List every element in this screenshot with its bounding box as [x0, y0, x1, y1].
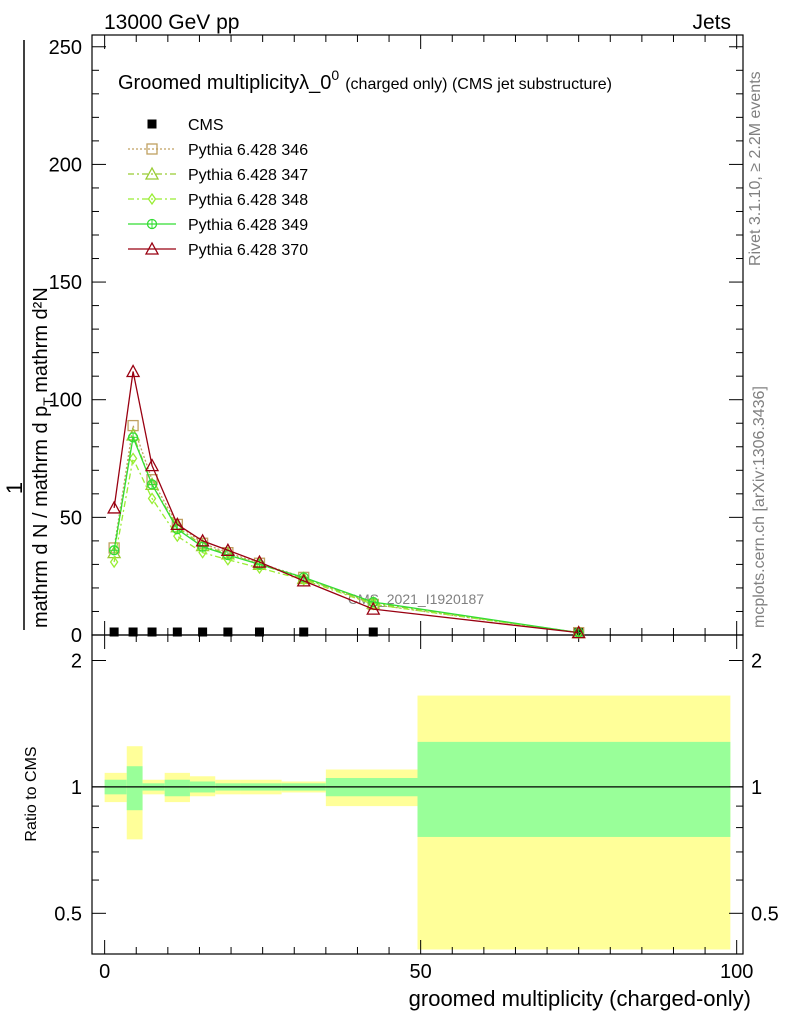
series-pythia-6-428-370-point [252, 554, 267, 568]
legend-pythia-6-428-348-label: Pythia 6.428 348 [188, 192, 308, 209]
series-pythia-6-428-348-line [113, 456, 579, 634]
ratio-band-green [126, 766, 143, 811]
header-right: Jets [692, 11, 731, 34]
series-pythia-6-428-370-line [113, 371, 579, 634]
series-pythia-6-428-348-point [223, 553, 233, 566]
legend-pythia-6-428-346: Pythia 6.428 346 [128, 142, 308, 159]
series-pythia-6-428-349-point [197, 541, 208, 552]
series-cms-point [254, 627, 264, 637]
rivet-label: Rivet 3.1.10, ≥ 2.2M events [747, 71, 764, 266]
legend-pythia-6-428-370-marker [144, 241, 160, 255]
legend-pythia-6-428-347-label: Pythia 6.428 347 [188, 167, 308, 184]
plot-title-paren: (charged only) (CMS jet substructure) [345, 76, 612, 93]
upper-y-tick-label: 0 [71, 625, 82, 647]
plot-title: Groomed multiplicityλ_00 (charged only) (… [118, 67, 612, 94]
upper-y-axis-label: 1 mathrm d²N mathrm d N / mathrm d pT [2, 40, 56, 630]
ratio-y-tick-label-right: 0.5 [751, 903, 779, 925]
plot-title-main: Groomed multiplicityλ_0 [118, 72, 331, 94]
ratio-plot-frame [91, 634, 744, 955]
series-pythia-6-428-348-point [128, 452, 138, 465]
x-axis-label: groomed multiplicity (charged-only) [409, 986, 751, 1011]
legend-pythia-6-428-349: Pythia 6.428 349 [128, 217, 308, 234]
x-tick-label: 0 [99, 961, 110, 983]
legend-pythia-6-428-346-label: Pythia 6.428 346 [188, 142, 308, 159]
series-pythia-6-428-349-point [127, 432, 139, 443]
legend-pythia-6-428-349-label: Pythia 6.428 349 [188, 217, 308, 234]
y-label-denominator: mathrm d N / mathrm d pT [30, 397, 56, 628]
legend-cms-marker [147, 119, 157, 129]
ratio-y-tick-label: 1 [71, 777, 82, 799]
x-tick-label: 50 [410, 961, 432, 983]
upper-y-axis: 0 50 100 150 200 250 [49, 37, 743, 647]
series-pythia-6-428-349-point [108, 545, 120, 556]
series-pythia-6-428-348-point [173, 530, 182, 543]
series-cms [109, 627, 584, 637]
upper-y-tick-label: 200 [49, 154, 82, 176]
series-pythia-6-428-349-point [146, 479, 158, 490]
series-pythia-6-428-348 [109, 452, 583, 639]
ratio-y-tick-label-right: 1 [751, 777, 762, 799]
series-pythia-6-428-348-point [147, 492, 157, 505]
series-cms-point [223, 627, 233, 637]
legend-pythia-6-428-348: Pythia 6.428 348 [128, 192, 308, 209]
series-pythia-6-428-370-point [296, 573, 311, 587]
series-pythia-6-428-370-point [195, 533, 210, 547]
series-pythia-6-428-370-point [107, 500, 122, 514]
y-label-num-top: mathrm d²N [30, 287, 52, 393]
legend-pythia-6-428-347-marker [144, 166, 160, 180]
legend: CMS Pythia 6.428 346 Pythia 6.428 347 Pythi… [128, 117, 308, 259]
series-pythia-6-428-349-line [113, 434, 579, 634]
series-pythia-6-428-348-point [255, 561, 264, 575]
legend-cms: CMS [147, 117, 224, 134]
upper-y-tick-label: 100 [49, 390, 82, 412]
legend-pythia-6-428-347: Pythia 6.428 347 [128, 166, 308, 184]
y-label-den-left: mathrm d N / mathrm d p [30, 406, 52, 628]
series-cms-point [368, 627, 378, 637]
series-cms-point [109, 627, 119, 637]
series-cms-point [299, 627, 309, 637]
upper-y-tick-label: 50 [60, 507, 82, 529]
series-pythia-6-428-370-point [366, 601, 381, 615]
legend-pythia-6-428-346-marker [146, 143, 158, 155]
ratio-y-label: Ratio to CMS [23, 746, 40, 841]
ratio-band-green [164, 779, 190, 797]
series-pythia-6-428-370-point [144, 458, 160, 472]
legend-pythia-6-428-349-marker [146, 218, 158, 230]
y-label-numerator: mathrm d²N [30, 287, 52, 393]
ratio-y-axis: 0.5 0.5 1 1 2 2 [54, 650, 779, 925]
series-pythia-6-428-370-point [571, 625, 586, 639]
series-pythia-6-428-370-point [170, 517, 185, 531]
mcplots-label: mcplots.cern.ch [arXiv:1306.3436] [751, 386, 768, 628]
series-pythia-6-428-348-point [109, 555, 119, 569]
series-pythia-6-428-370 [107, 364, 586, 639]
legend-pythia-6-428-370: Pythia 6.428 370 [128, 241, 308, 259]
legend-pythia-6-428-348-marker [147, 192, 157, 206]
upper-y-tick-label: 150 [49, 272, 82, 294]
series-pythia-6-428-370-point [125, 364, 141, 378]
data-series [107, 364, 586, 639]
legend-pythia-6-428-370-label: Pythia 6.428 370 [188, 242, 308, 259]
series-cms-point [172, 627, 182, 637]
legend-cms-label: CMS [188, 117, 224, 134]
series-cms-point [198, 627, 208, 637]
upper-y-tick-label: 250 [49, 37, 82, 59]
plot-title-sup: 0 [331, 67, 339, 83]
x-tick-label: 100 [720, 961, 753, 983]
y-label-den-sub: T [40, 397, 56, 406]
series-pythia-6-428-370-point [220, 542, 235, 556]
y-label-one: 1 [2, 482, 27, 494]
ratio-y-tick-label-right: 2 [751, 650, 762, 672]
series-pythia-6-428-346-point [127, 419, 139, 432]
header-left: 13000 GeV pp [104, 11, 239, 34]
x-axis: 0 50 100 [99, 35, 753, 983]
series-cms-point [147, 627, 157, 637]
ratio-y-tick-label: 0.5 [54, 903, 82, 925]
ratio-y-tick-label: 2 [71, 650, 82, 672]
ratio-uncertainty-bands [92, 695, 743, 950]
ratio-band-green [417, 741, 731, 837]
series-cms-point [128, 627, 138, 637]
